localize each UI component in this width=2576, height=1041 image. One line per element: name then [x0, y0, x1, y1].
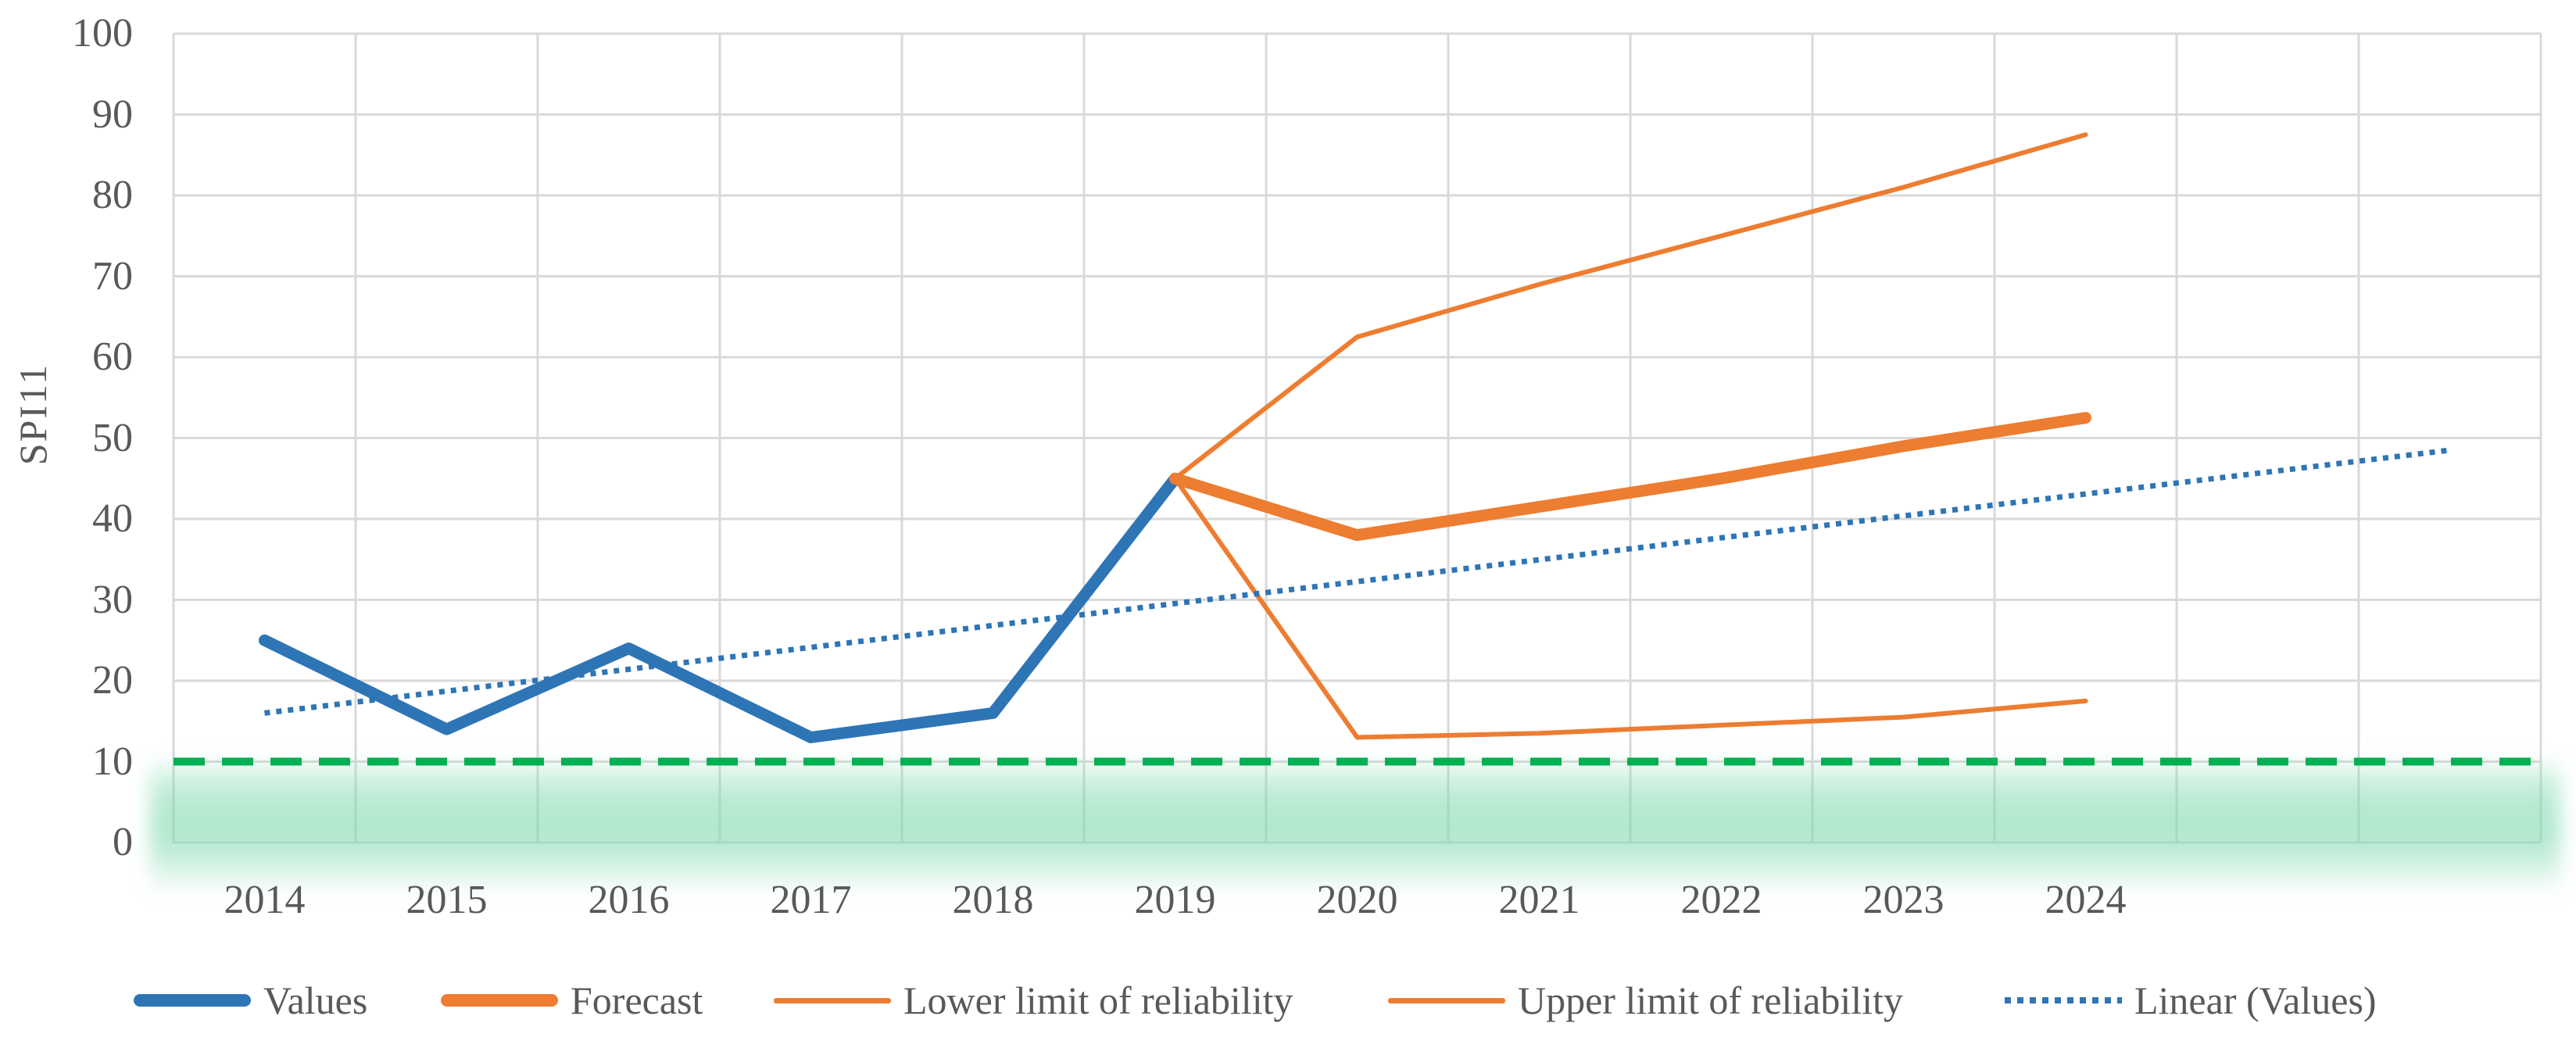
legend-label: Linear (Values) — [2134, 978, 2377, 1022]
x-tick-label: 2017 — [770, 878, 852, 922]
legend-item-lower-limit-of-reliability: Lower limit of reliability — [774, 975, 1293, 1025]
legend-label: Lower limit of reliability — [903, 978, 1293, 1022]
legend-item-values: Values — [134, 975, 367, 1025]
legend: Values Forecast Lower limit of reliability… — [0, 975, 2576, 1025]
y-tick-label: 20 — [92, 658, 133, 703]
legend-swatch-dotted-icon — [2005, 997, 2122, 1003]
legend-label: Values — [263, 978, 368, 1022]
series-line-values — [259, 472, 1181, 743]
gridlines — [172, 32, 2542, 844]
x-tick-label: 2019 — [1134, 878, 1216, 922]
series-line-linear-values — [264, 447, 2450, 716]
y-tick-label: 50 — [92, 415, 133, 460]
x-tick-label: 2020 — [1316, 878, 1398, 922]
x-tick-label: 2023 — [1862, 878, 1945, 922]
legend-swatch-thin-icon — [1388, 997, 1505, 1003]
legend-item-forecast: Forecast — [441, 975, 703, 1025]
legend-swatch-thin-icon — [774, 997, 891, 1003]
series-lines — [259, 132, 2450, 743]
legend-swatch-thick-icon — [441, 994, 558, 1007]
legend-label: Upper limit of reliability — [1518, 978, 1903, 1022]
y-tick-label: 10 — [92, 739, 133, 784]
x-tick-label: 2018 — [952, 878, 1034, 922]
y-tick-label: 70 — [92, 253, 133, 299]
legend-label: Forecast — [571, 978, 703, 1022]
y-tick-label: 30 — [92, 577, 133, 622]
y-tick-label: 100 — [72, 11, 133, 55]
series-line-lower-limit-of-reliability — [1172, 476, 2088, 740]
y-tick-label: 90 — [92, 91, 133, 137]
series-line-forecast — [1169, 412, 2091, 542]
green-zone-glow — [150, 763, 2560, 895]
x-tick-label: 2024 — [2045, 878, 2127, 922]
x-tick-label: 2016 — [588, 878, 670, 922]
legend-item-linear-values: Linear (Values) — [2005, 975, 2377, 1025]
y-tick-label: 80 — [92, 173, 133, 217]
legend-item-upper-limit-of-reliability: Upper limit of reliability — [1388, 975, 1903, 1025]
x-tick-label: 2014 — [224, 878, 306, 922]
series-line-upper-limit-of-reliability — [1172, 132, 2088, 481]
y-axis-title: SPI11 — [11, 363, 55, 466]
y-tick-label: 60 — [92, 334, 133, 379]
y-tick-label: 0 — [113, 820, 133, 864]
y-tick-label: 40 — [92, 496, 133, 541]
x-tick-label: 2015 — [406, 878, 488, 922]
green-zone-glow-rect — [150, 763, 2560, 895]
legend-swatch-thick-icon — [134, 994, 251, 1007]
x-tick-label: 2022 — [1680, 878, 1762, 922]
x-tick-label: 2021 — [1498, 878, 1580, 922]
